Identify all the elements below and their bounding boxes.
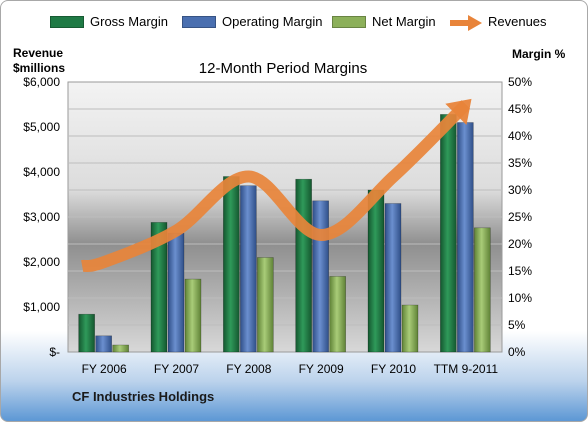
x-tick-label: FY 2006 <box>82 362 127 376</box>
bar-gross-margin <box>150 222 168 353</box>
bar-gross-margin <box>440 114 457 353</box>
bar-operating-margin <box>312 200 329 353</box>
bar-gross-margin <box>223 176 240 353</box>
x-tick-label: FY 2008 <box>226 362 271 376</box>
bar-net-margin <box>401 304 419 353</box>
revenue-line-path <box>81 100 471 273</box>
right-tick-label: 50% <box>508 75 532 89</box>
right-tick-label: 10% <box>508 291 532 305</box>
chart-legend: Gross Margin Operating Margin Net Margin… <box>0 12 588 34</box>
bar-gross-margin <box>367 189 385 353</box>
legend-label-revenues: Revenues <box>488 14 547 29</box>
right-tick-label: 35% <box>508 156 532 170</box>
bar-net-margin <box>329 276 346 353</box>
legend-swatch-operating-margin <box>182 16 216 28</box>
bar-net-margin <box>257 257 274 353</box>
left-axis-title-line2: $millions <box>13 61 66 75</box>
right-tick-label: 20% <box>508 237 532 251</box>
legend-label-net-margin: Net Margin <box>372 14 436 29</box>
bar-operating-margin <box>167 232 185 353</box>
legend-swatch-gross-margin <box>50 16 84 28</box>
legend-label-gross-margin: Gross Margin <box>90 14 169 29</box>
left-tick-label: $5,000 <box>23 120 60 134</box>
bar-operating-margin <box>384 203 402 353</box>
chart-title: 12-Month Period Margins <box>198 60 368 77</box>
bar-net-margin <box>112 344 129 353</box>
right-tick-label: 45% <box>508 102 532 116</box>
bar-operating-margin <box>240 185 257 353</box>
left-tick-label: $1,000 <box>23 300 60 314</box>
legend-arrow-revenues <box>450 15 482 31</box>
right-tick-label: 40% <box>508 129 532 143</box>
legend-swatch-net-margin <box>332 16 366 28</box>
right-axis-title: Margin % <box>512 47 566 61</box>
revenue-line <box>81 98 472 273</box>
bar-operating-margin <box>457 122 474 353</box>
x-tick-label: TTM 9-2011 <box>434 362 499 376</box>
right-tick-label: 25% <box>508 210 532 224</box>
x-tick-label: FY 2010 <box>371 362 416 376</box>
bar-net-margin <box>474 227 491 353</box>
left-tick-label: $4,000 <box>23 165 60 179</box>
company-name: CF Industries Holdings <box>72 389 215 404</box>
bar-gross-margin <box>78 313 95 353</box>
left-tick-label: $6,000 <box>23 75 60 89</box>
right-tick-label: 15% <box>508 264 532 278</box>
x-tick-label: FY 2007 <box>154 362 199 376</box>
revenue-arrow-head <box>445 98 472 126</box>
right-tick-label: 5% <box>508 318 526 332</box>
legend-label-operating-margin: Operating Margin <box>222 14 323 29</box>
x-tick-label: FY 2009 <box>299 362 344 376</box>
bar-net-margin <box>184 278 202 353</box>
left-tick-label: $3,000 <box>23 210 60 224</box>
bar-operating-margin <box>95 335 112 353</box>
left-axis-title-line1: Revenue <box>13 46 64 60</box>
right-tick-label: 0% <box>508 345 526 359</box>
left-axis-title: Revenue $millions <box>13 46 65 76</box>
axis-ticks: 0% 5% 10% 15% 20% 25% 30% 35% 40% 45% 50% $- $1,000 $… <box>23 75 532 376</box>
left-tick-label: $2,000 <box>23 255 60 269</box>
right-tick-label: 30% <box>508 183 532 197</box>
bar-gross-margin <box>295 178 312 353</box>
left-tick-label: $- <box>49 345 60 359</box>
